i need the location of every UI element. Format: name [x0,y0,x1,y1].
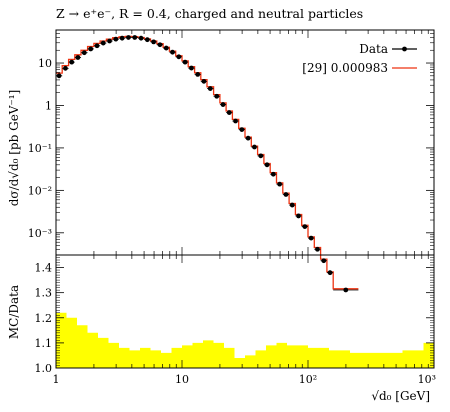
main-y-tick-label: 1 [45,99,52,112]
data-point [252,144,257,150]
main-y-tick-label: 10 [38,57,52,70]
data-point [138,35,144,41]
main-y-tick-label: 10⁻³ [28,227,52,240]
data-point [214,93,220,99]
data-point [302,224,308,230]
legend-label-mc: [29] 0.000983 [302,61,388,75]
data-point [100,40,106,46]
data-point [315,246,320,252]
legend-label-data: Data [359,42,388,56]
data-point [176,54,182,60]
ratio-y-axis-label: MC/Data [7,285,21,339]
data-point [81,50,87,56]
data-point [195,71,201,77]
data-point [107,38,112,44]
data-point [321,258,327,264]
data-point [119,35,125,41]
data-point [144,37,150,43]
legend-swatch-data-marker [402,46,407,52]
data-point [239,127,245,133]
data-point [189,65,194,71]
data-point [163,45,169,51]
data-point [289,202,295,208]
data-point [201,78,207,84]
chart-title: Z → e⁺e⁻, R = 0.4, charged and neutral p… [56,6,363,21]
ratio-y-tick-label: 1.1 [35,337,53,350]
ratio-plot-frame [55,254,435,369]
data-point [264,162,270,168]
data-point [233,118,238,124]
data-point [69,59,75,65]
main-y-axis-label: dσ/d√d₀ [pb GeV⁻¹] [7,90,21,207]
data-point [343,287,349,293]
data-point [226,110,232,115]
data-point [157,42,163,48]
data-point [63,65,68,71]
data-point [94,43,100,49]
ratio-y-tick-label: 1.2 [35,312,53,325]
data-point [296,213,301,219]
x-tick-label: 1 [53,373,60,386]
data-point [283,192,289,197]
x-tick-label: 10 [175,373,189,386]
main-y-tick-label: 10⁻² [28,184,52,197]
data-point [220,102,226,107]
ratio-y-tick-label: 1.3 [35,287,53,300]
main-y-tick-label: 10⁻¹ [28,142,52,155]
data-point [270,171,276,177]
data-point [258,153,264,159]
data-point [75,55,81,60]
x-tick-label: 10³ [418,373,436,386]
data-point [88,46,94,52]
data-point [277,181,283,187]
ratio-uncertainty-band [56,312,434,368]
ratio-plot: 1.0 1.1 1.2 1.3 1.4 1 10 10² 10³ [35,254,436,386]
data-point [126,35,131,40]
ratio-y-tick-label: 1.4 [35,262,53,275]
data-point [308,235,314,241]
data-point [151,39,157,45]
data-point [207,86,213,91]
data-point [132,35,138,40]
data-point [245,135,251,141]
main-plot: 10⁻³ 10⁻² 10⁻¹ 1 10 Data [29] 0.000983 [28,29,435,293]
data-point [327,270,333,276]
x-axis-label: √d₀ [GeV] [371,389,430,403]
data-point [170,49,175,55]
ratio-y-tick-label: 1.0 [35,362,53,375]
data-point [182,59,188,65]
data-point [113,36,119,42]
x-tick-label: 10² [299,373,317,386]
